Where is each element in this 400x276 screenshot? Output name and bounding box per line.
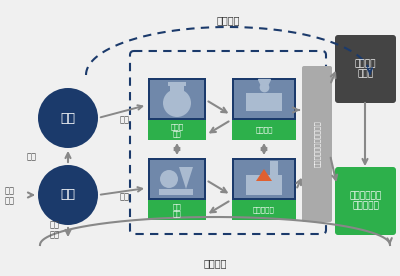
FancyBboxPatch shape (148, 158, 206, 200)
Text: 天然
資源: 天然 資源 (5, 186, 15, 206)
FancyBboxPatch shape (150, 80, 204, 118)
FancyBboxPatch shape (232, 158, 296, 200)
FancyBboxPatch shape (302, 66, 332, 222)
FancyBboxPatch shape (170, 85, 184, 93)
FancyBboxPatch shape (270, 161, 278, 177)
Circle shape (38, 165, 98, 225)
Text: 人工資源: 人工資源 (203, 258, 227, 268)
Circle shape (163, 89, 191, 117)
FancyBboxPatch shape (234, 80, 294, 118)
Text: 下水処理: 下水処理 (255, 127, 273, 133)
FancyBboxPatch shape (335, 35, 396, 103)
Text: 廃棄: 廃棄 (120, 192, 130, 201)
FancyBboxPatch shape (148, 200, 206, 220)
Polygon shape (179, 167, 193, 189)
FancyBboxPatch shape (150, 160, 204, 198)
FancyBboxPatch shape (246, 175, 282, 195)
Text: 廃棄: 廃棄 (120, 115, 130, 124)
Text: 消費: 消費 (60, 112, 76, 124)
FancyBboxPatch shape (232, 120, 296, 140)
FancyBboxPatch shape (148, 120, 206, 140)
FancyBboxPatch shape (168, 82, 186, 86)
FancyBboxPatch shape (246, 93, 282, 111)
Polygon shape (256, 169, 272, 181)
FancyBboxPatch shape (148, 78, 206, 120)
Text: 選別
処理: 選別 処理 (173, 203, 181, 217)
Text: 人工資源: 人工資源 (216, 15, 240, 25)
FancyBboxPatch shape (159, 189, 193, 195)
Text: 生産: 生産 (60, 189, 76, 201)
Text: 製品: 製品 (27, 153, 37, 161)
Text: 吸収・回収・精製・分離: 吸収・回収・精製・分離 (314, 121, 320, 167)
FancyBboxPatch shape (234, 160, 294, 198)
FancyBboxPatch shape (335, 167, 396, 235)
FancyBboxPatch shape (232, 200, 296, 220)
Text: 熱化学処理: 熱化学処理 (253, 207, 275, 213)
Text: 最終処分
・保管: 最終処分 ・保管 (355, 59, 376, 79)
Circle shape (38, 88, 98, 148)
Circle shape (160, 170, 178, 188)
Text: 排出
放出: 排出 放出 (50, 220, 60, 240)
Text: エネルギー化
・再資源化: エネルギー化 ・再資源化 (349, 191, 382, 211)
FancyBboxPatch shape (232, 78, 296, 120)
Text: メタン
発酵: メタン 発酵 (170, 123, 184, 137)
